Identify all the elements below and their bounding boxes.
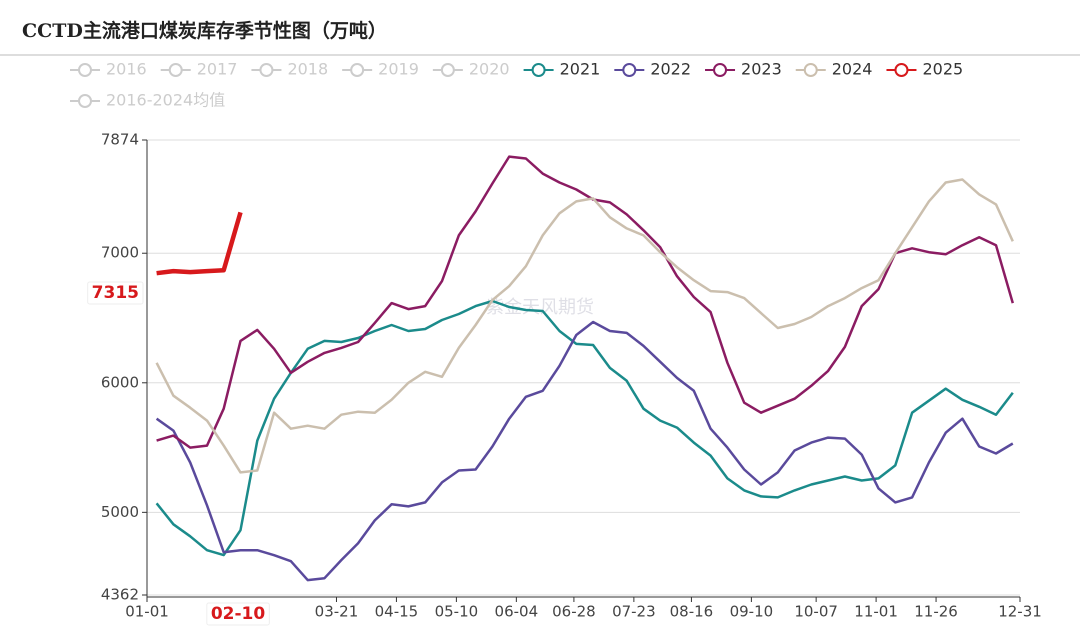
legend-label: 2019 [378, 60, 419, 79]
legend-swatch-dot [259, 63, 274, 77]
x-tick-label: 10-07 [794, 603, 838, 621]
x-tick-label: 07-23 [612, 603, 656, 621]
legend-swatch-dot [78, 63, 92, 77]
pointer-x-label: 02-10 [211, 604, 266, 624]
x-tick-label: 09-10 [730, 603, 774, 621]
pointer-label-box [87, 281, 144, 305]
x-tick-label: 04-15 [375, 603, 419, 621]
pointer-label-box [206, 602, 270, 626]
x-tick-label: 12-31 [998, 603, 1042, 621]
x-tick-label: 06-28 [552, 603, 596, 621]
legend-swatch-dot [168, 63, 183, 77]
legend-label: 2016-2024均值 [106, 91, 225, 110]
pointer-y-label: 7315 [92, 283, 139, 303]
x-tick-label: 11-26 [914, 603, 958, 621]
legend-label: 2018 [287, 60, 328, 79]
x-tick-label: 03-21 [315, 603, 359, 621]
x-tick-label: 11-01 [854, 603, 898, 621]
legend-label: 2024 [832, 60, 873, 79]
legend-label: 2016 [106, 60, 147, 79]
series-line [155, 178, 1014, 474]
x-tick-label: 01-01 [125, 603, 169, 621]
x-tick-label: 08-16 [670, 603, 714, 621]
legend-label: 2021 [560, 60, 601, 79]
x-tick-label: 06-04 [495, 603, 539, 621]
legend-swatch-dot [78, 94, 92, 108]
legend-swatch-dot [440, 63, 455, 77]
legend-label: 2023 [741, 60, 782, 79]
y-tick-label: 5000 [101, 503, 139, 521]
y-tick-label: 4362 [101, 586, 139, 604]
legend-swatch-dot [713, 63, 728, 77]
legend-swatch-dot [531, 63, 546, 77]
legend-label: 2020 [469, 60, 510, 79]
y-tick-label: 7874 [101, 131, 139, 149]
series-line [156, 211, 243, 276]
legend-swatch-dot [622, 63, 637, 77]
legend-label: 2017 [197, 60, 238, 79]
chart-title: CCTD主流港口煤炭库存季节性图（万吨） [22, 19, 387, 42]
series-line [155, 299, 1014, 557]
legend-swatch-dot [350, 63, 365, 77]
series-line [155, 320, 1014, 582]
watermark: 紫金天风期货 [486, 297, 594, 318]
legend-swatch-dot [894, 63, 909, 77]
legend-label: 2022 [650, 60, 691, 79]
y-tick-label: 7000 [101, 244, 139, 262]
legend-label: 2025 [922, 60, 963, 79]
series-line [156, 155, 1015, 449]
legend-swatch-dot [803, 63, 818, 77]
y-tick-label: 6000 [101, 373, 139, 391]
x-tick-label: 05-10 [435, 603, 479, 621]
